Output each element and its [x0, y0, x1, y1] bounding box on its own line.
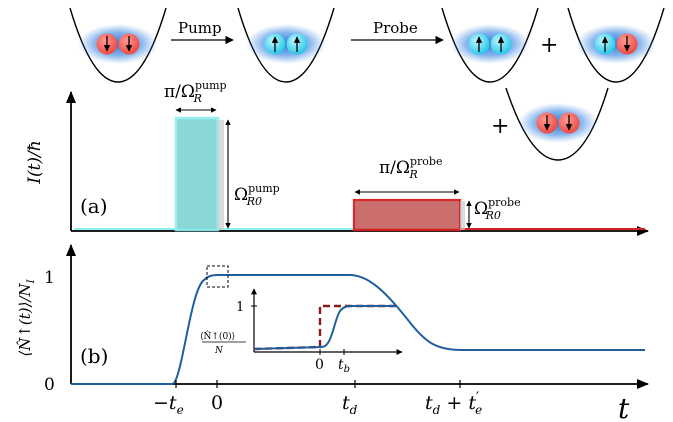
well-down-down	[505, 87, 609, 161]
pump-arrow: Pump	[171, 19, 234, 45]
plus-sign: +	[540, 33, 558, 58]
zoom-box	[206, 265, 229, 288]
inset-x-tick-0: 0	[315, 357, 324, 373]
probe-pulse	[352, 198, 462, 232]
x-tick-td: td	[342, 392, 358, 417]
panel-a: I(t)/ħ (a) π/Ωpump R Ωpump R0 π/Ωprobe R Ωp…	[25, 79, 649, 236]
atom-cyan-up-icon	[468, 33, 490, 55]
atom-cyan-up-icon	[286, 33, 308, 55]
atom-cyan-up-icon	[490, 33, 512, 55]
atom-red-down-icon	[96, 33, 118, 55]
plus-sign: +	[491, 114, 509, 139]
well-after-pump	[237, 7, 335, 83]
inset-ylabel-den: N	[214, 346, 224, 356]
atom-cyan-up-icon	[264, 33, 286, 55]
atom-red-down-icon	[616, 33, 638, 55]
x-tick-minus-te: −te	[153, 392, 184, 417]
pump-width-label: π/Ωpump R	[164, 79, 227, 105]
probe-label: Probe	[373, 19, 418, 37]
panel-a-ylabel: I(t)/ħ	[25, 140, 45, 185]
x-tick-td-plus-te: td + t′ e	[425, 390, 482, 417]
atom-red-down-icon	[558, 112, 580, 134]
x-tick-zero: 0	[211, 392, 223, 414]
atom-red-down-icon	[536, 112, 558, 134]
well-up-down	[567, 7, 665, 83]
probe-arrow: Probe	[351, 19, 444, 45]
x-axis-label: t	[618, 392, 630, 422]
inset-solid-curve	[253, 305, 397, 350]
inset: 1 ⟨N̂↑(0)⟩ N 0 tb	[200, 288, 403, 375]
pump-label: Pump	[178, 19, 222, 37]
occupation-curve	[71, 274, 645, 385]
panel-b: ⟨N̂↑(t)⟩/NI (b) 1 0 −te 0 td td + t′ e t …	[16, 244, 649, 422]
probe-width-label: π/Ωprobe R	[379, 155, 442, 181]
well-up-up	[441, 7, 539, 83]
pump-height-label: Ωpump R0	[234, 182, 280, 208]
panel-b-ylabel: ⟨N̂↑(t)⟩/NI	[16, 278, 37, 356]
panel-b-tag: (b)	[80, 344, 108, 368]
pump-pulse	[174, 116, 220, 232]
inset-x-tick-tb: tb	[338, 357, 350, 375]
panel-a-tag: (a)	[80, 194, 108, 218]
y-tick-1: 1	[44, 268, 55, 288]
inset-ylabel-num: ⟨N̂↑(0)⟩	[200, 330, 235, 342]
atom-cyan-up-icon	[594, 33, 616, 55]
y-tick-0: 0	[44, 375, 55, 395]
atom-red-down-icon	[118, 33, 140, 55]
well-initial	[69, 7, 167, 83]
probe-height-label: Ωprobe R0	[474, 196, 521, 222]
inset-dashed-curve	[253, 304, 397, 351]
inset-y-tick: 1	[236, 300, 244, 315]
